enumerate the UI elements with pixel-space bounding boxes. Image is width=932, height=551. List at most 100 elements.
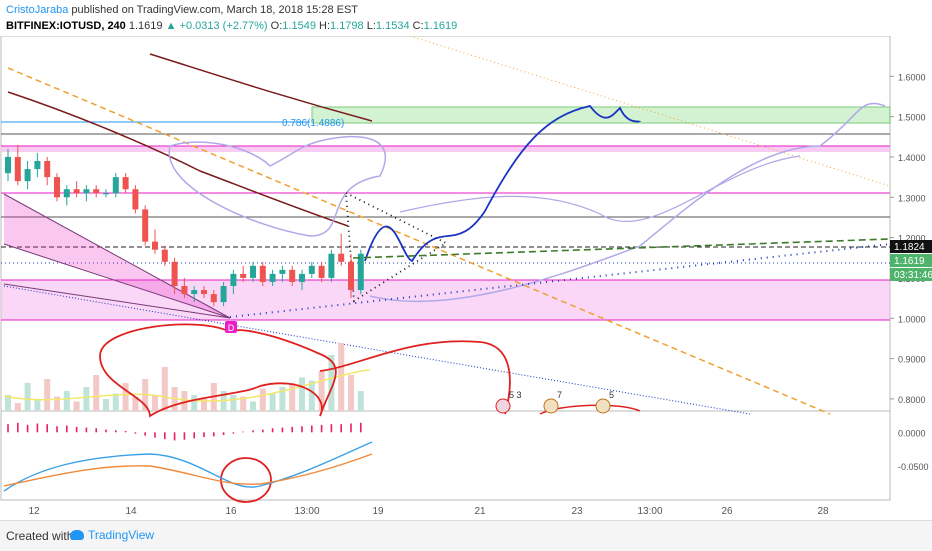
- event-flag[interactable]: 7: [543, 390, 562, 414]
- volume-bar: [161, 367, 168, 411]
- volume-bar: [5, 395, 11, 411]
- volume-bar: [34, 399, 41, 411]
- event-flag[interactable]: 5: [595, 390, 614, 414]
- change-value: +0.0313 (+2.77%): [179, 20, 268, 32]
- candle-body: [338, 253, 345, 262]
- candle-body: [83, 189, 90, 194]
- volume-bar: [54, 396, 60, 411]
- x-tick-label: 28: [817, 506, 829, 517]
- event-flag[interactable]: 5 3: [495, 390, 522, 414]
- volume-bar: [279, 387, 286, 411]
- red-annotation: [319, 340, 511, 415]
- x-tick-label: 13:00: [294, 506, 319, 517]
- red-annotation: [99, 323, 337, 418]
- level-tag: [890, 240, 932, 253]
- volume-bar: [299, 377, 305, 411]
- resistance-zone-upper: [1, 146, 890, 152]
- candle-body: [357, 253, 364, 291]
- time-axis[interactable]: 12 14 16 13:00 19 21 23 13:00 26 28: [28, 506, 829, 517]
- volume-bar: [250, 401, 256, 411]
- event-label: 5: [609, 390, 614, 400]
- x-tick-label: 13:00: [637, 506, 662, 517]
- candle-body: [63, 189, 70, 198]
- candle-body: [318, 265, 325, 278]
- volume-bar: [63, 391, 70, 411]
- candle-body: [24, 169, 31, 182]
- macd-tick-label: 0.0000: [898, 428, 926, 438]
- candle-body: [122, 177, 129, 190]
- close-value: 1.1619: [423, 20, 458, 32]
- candle-body: [142, 209, 149, 242]
- close-label: C:: [412, 20, 424, 32]
- candle-body: [201, 290, 207, 295]
- volume-bar: [240, 396, 247, 411]
- envelope-outline: [399, 155, 801, 222]
- x-tick-label: 26: [721, 506, 733, 517]
- candle-body: [44, 161, 51, 178]
- symbol-label: BITFINEX:IOTUSD, 240: [6, 20, 126, 32]
- chart-area[interactable]: 0.786(1.4886) D: [0, 35, 932, 520]
- pivot-label: D: [228, 323, 235, 333]
- y-tick-label: 1.0000: [898, 314, 926, 324]
- ohlc-line: BITFINEX:IOTUSD, 240 1.1619 ▲ +0.0313 (+…: [6, 20, 457, 32]
- triangle-pattern: [345, 192, 448, 303]
- volume-bar: [191, 395, 198, 411]
- macd-cross-circle: [220, 457, 272, 503]
- candle-body: [103, 193, 109, 195]
- y-tick-label: 0.8000: [898, 395, 926, 405]
- candle-body: [93, 189, 100, 194]
- trend-line-orange: [7, 67, 831, 415]
- fan-line: [3, 283, 231, 319]
- signal-line: [3, 453, 373, 487]
- candle-body: [348, 261, 354, 291]
- tradingview-cloud-icon: [70, 529, 84, 540]
- envelope-outline: [168, 135, 387, 237]
- volume-bar: [318, 371, 325, 411]
- x-tick-label: 14: [125, 506, 137, 517]
- price-chart[interactable]: 0.786(1.4886) D: [0, 35, 932, 520]
- high-value: 1.1798: [330, 20, 364, 32]
- level-tag-text: 1.1824: [894, 242, 925, 253]
- x-tick-label: 23: [571, 506, 583, 517]
- open-value: 1.1549: [282, 20, 316, 32]
- x-tick-label: 19: [372, 506, 384, 517]
- moving-average: [7, 91, 349, 227]
- volume-bar: [201, 399, 207, 411]
- event-label: 7: [557, 390, 562, 400]
- moving-average: [149, 53, 373, 122]
- volume-bar: [152, 395, 158, 411]
- candle-body: [230, 273, 237, 286]
- volume-bar: [73, 401, 80, 411]
- macd-pane: [7, 422, 362, 441]
- volume-bar: [24, 383, 31, 411]
- y-tick-label: 1.3000: [898, 193, 926, 203]
- countdown-tag-text: 03:31:46: [894, 270, 932, 281]
- candle-body: [220, 286, 227, 303]
- green-dashed-line: [352, 238, 891, 259]
- candle-body: [5, 156, 11, 174]
- author-link[interactable]: CristoJaraba: [6, 4, 69, 16]
- y-tick-label: 1.6000: [898, 72, 926, 82]
- projection-path: [364, 104, 641, 263]
- last-price-tag-text: 1.1619: [894, 256, 925, 267]
- volume-bar: [269, 393, 276, 411]
- x-tick-label: 12: [28, 506, 40, 517]
- volume-bar: [181, 391, 188, 411]
- published-text: published on TradingView.com, March 18, …: [71, 4, 359, 16]
- candle-body: [34, 161, 41, 170]
- tradingview-link[interactable]: TradingView: [70, 527, 154, 542]
- candles: [5, 144, 364, 307]
- candle-body: [259, 265, 266, 282]
- volume-bar: [357, 391, 364, 411]
- trend-line: [3, 285, 751, 415]
- open-label: O:: [270, 20, 283, 32]
- candle-body: [269, 273, 276, 282]
- volume-bar: [348, 375, 354, 411]
- target-box: [311, 106, 891, 124]
- price-axis[interactable]: 1.60001.50001.40001.30001.20001.10001.00…: [890, 72, 926, 405]
- candle-body: [279, 269, 286, 274]
- last-price-tag: [890, 254, 932, 267]
- candle-body: [250, 265, 256, 278]
- volume-bar: [44, 379, 51, 411]
- volume-bars: [5, 343, 364, 411]
